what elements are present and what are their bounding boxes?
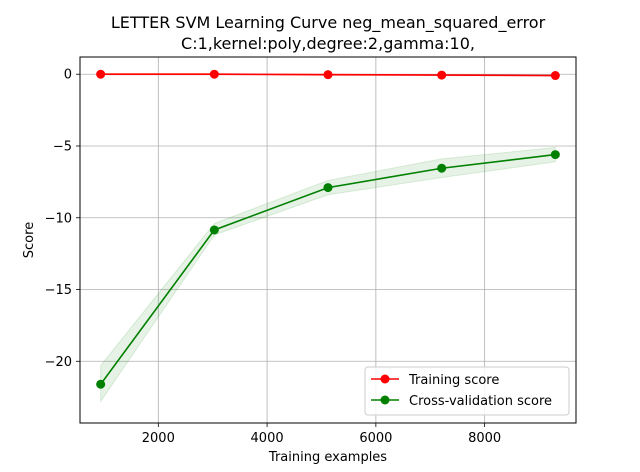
x-axis-label: Training examples <box>268 450 387 465</box>
legend: Training score Cross-validation score <box>364 366 570 416</box>
data-point <box>323 183 333 193</box>
y-tick-label: −20 <box>45 355 72 370</box>
data-point <box>550 150 560 160</box>
x-tick-label: 4000 <box>251 431 284 446</box>
legend-box <box>364 366 570 416</box>
legend-cv-marker <box>380 395 390 405</box>
chart-title-line-2: C:1,kernel:poly,degree:2,gamma:10, <box>181 34 475 53</box>
data-point <box>323 70 333 80</box>
data-point <box>96 379 106 389</box>
plot-frame <box>79 56 577 424</box>
x-tick-label: 2000 <box>142 431 175 446</box>
chart-title-line-1: LETTER SVM Learning Curve neg_mean_squar… <box>111 13 546 33</box>
plot-area <box>80 57 576 423</box>
data-point <box>550 71 560 81</box>
y-tick-label: −10 <box>45 211 72 226</box>
y-axis-label: Score <box>22 222 37 258</box>
x-tick-label: 8000 <box>468 431 501 446</box>
series-lines <box>96 69 560 389</box>
data-point <box>437 70 447 80</box>
data-point <box>437 163 447 173</box>
y-tick-label: −15 <box>45 283 72 298</box>
data-point <box>209 69 219 79</box>
score-band-1 <box>100 146 556 404</box>
data-point <box>209 225 219 235</box>
axis-ticks: 2000 4000 6000 8000 0 −5 −10 −15 −20 <box>45 68 502 446</box>
y-tick-label: 0 <box>64 68 72 83</box>
legend-cv-label: Cross-validation score <box>409 394 552 409</box>
legend-training-label: Training score <box>408 373 499 388</box>
legend-training-marker <box>380 374 390 384</box>
x-tick-label: 6000 <box>359 431 392 446</box>
y-tick-label: −5 <box>53 139 72 154</box>
data-point <box>96 69 106 79</box>
